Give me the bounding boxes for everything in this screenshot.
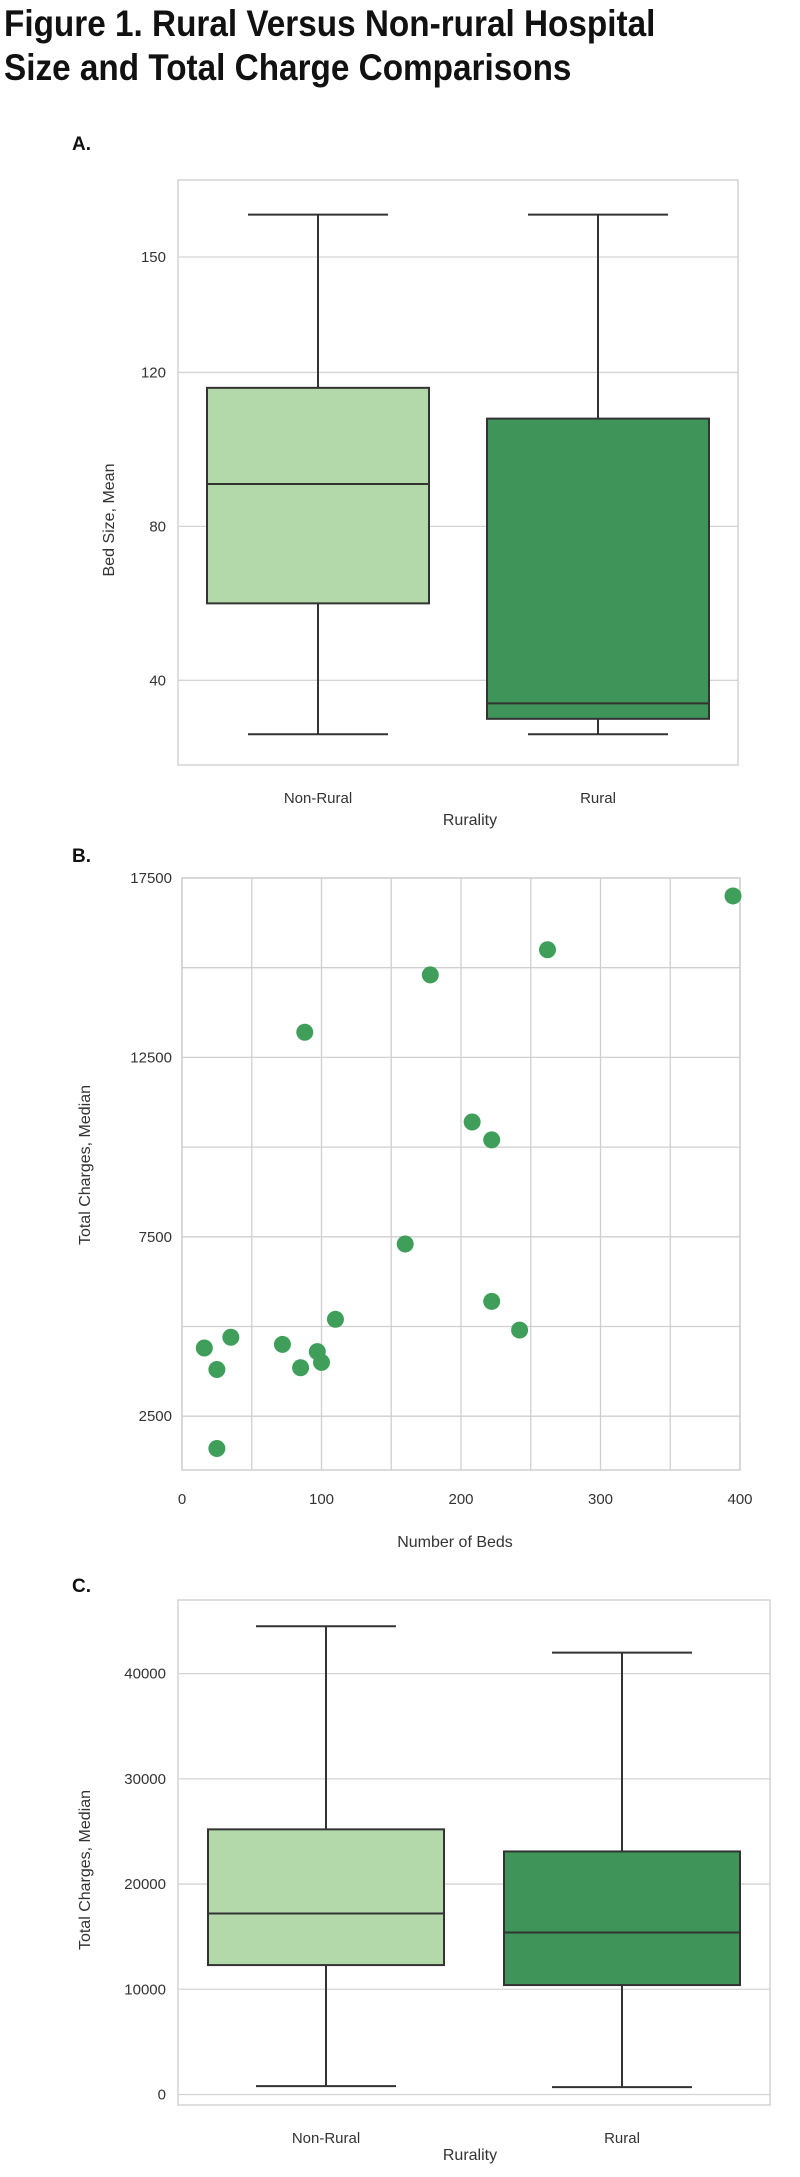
a-iqr-box xyxy=(486,417,710,720)
c-x-tick-rural: Rural xyxy=(604,2130,640,2147)
b-point-16 xyxy=(538,941,556,959)
a-x-tick-rural: Rural xyxy=(580,790,616,807)
chart-a-boxes xyxy=(206,213,710,736)
b-x-tick-200: 200 xyxy=(448,1491,473,1508)
b-y-tick-2500: 2500 xyxy=(139,1408,172,1425)
chart-c-panel-label: C. xyxy=(72,1576,91,1597)
c-iqr-box xyxy=(207,1828,445,1967)
a-box-rural xyxy=(486,213,710,736)
a-y-tick-40: 40 xyxy=(149,672,166,689)
chart-b-y-axis-title: Total Charges, Median xyxy=(77,1085,94,1245)
chart-b-y-ticks: 2500 7500 12500 17500 xyxy=(130,870,172,1425)
a-box-non-rural xyxy=(206,213,430,736)
b-point-4 xyxy=(273,1335,291,1353)
b-y-tick-17500: 17500 xyxy=(130,870,172,887)
b-y-tick-7500: 7500 xyxy=(139,1229,172,1246)
b-point-17 xyxy=(724,887,742,905)
b-point-14 xyxy=(483,1292,501,1310)
c-x-tick-non-rural: Non-Rural xyxy=(292,2130,360,2147)
chart-c-x-ticks: Non-Rural Rural xyxy=(292,2130,640,2147)
chart-b-x-ticks: 0 100 200 300 400 xyxy=(178,1491,753,1508)
chart-a-x-ticks: Non-Rural Rural xyxy=(284,790,616,807)
a-y-tick-80: 80 xyxy=(149,518,166,535)
chart-c-x-axis-title: Rurality xyxy=(443,2147,497,2164)
chart-b-points xyxy=(195,887,742,1457)
b-point-1 xyxy=(208,1361,226,1379)
b-point-12 xyxy=(463,1113,481,1131)
b-point-11 xyxy=(421,966,439,984)
c-y-tick-20000: 20000 xyxy=(124,1876,166,1893)
c-box-non-rural xyxy=(207,1625,445,2088)
c-plot-frame xyxy=(177,1599,771,2106)
b-x-tick-100: 100 xyxy=(309,1491,334,1508)
a-iqr-box xyxy=(206,386,430,605)
chart-c-y-ticks: 0 10000 20000 30000 40000 xyxy=(124,1666,166,2104)
b-x-tick-400: 400 xyxy=(727,1491,752,1508)
a-y-tick-150: 150 xyxy=(141,249,166,266)
chart-a-y-ticks: 40 80 120 150 xyxy=(141,249,166,689)
c-y-tick-10000: 10000 xyxy=(124,1981,166,1998)
a-plot-frame xyxy=(177,179,739,766)
b-point-5 xyxy=(292,1359,310,1377)
figure-title-line-1: Figure 1. Rural Versus Non-rural Hospita… xyxy=(4,3,656,44)
chart-b-beds-vs-charges-scatter: B. 2500 7500 12500 17500 0 100 200 300 400 Numb… xyxy=(72,846,753,1551)
b-point-0 xyxy=(195,1339,213,1357)
c-box-rural xyxy=(503,1651,741,2089)
b-x-tick-0: 0 xyxy=(178,1491,186,1508)
b-point-9 xyxy=(296,1023,314,1041)
chart-b-gridlines xyxy=(181,877,741,1471)
chart-a-bed-size-box-plot: A. 40 80 120 150 Non-Rural Rural Rurality Be… xyxy=(72,134,739,829)
chart-a-x-axis-title: Rurality xyxy=(443,812,497,829)
c-y-tick-0: 0 xyxy=(158,2086,166,2103)
b-point-3 xyxy=(208,1439,226,1457)
b-x-tick-300: 300 xyxy=(588,1491,613,1508)
b-y-tick-12500: 12500 xyxy=(130,1049,172,1066)
a-y-tick-120: 120 xyxy=(141,364,166,381)
c-y-tick-40000: 40000 xyxy=(124,1666,166,1683)
b-point-7 xyxy=(313,1353,330,1371)
chart-a-panel-label: A. xyxy=(72,134,91,155)
b-point-8 xyxy=(326,1310,344,1328)
chart-a-y-axis-title: Bed Size, Mean xyxy=(101,464,118,577)
figure-title-line-2: Size and Total Charge Comparisons xyxy=(4,47,572,88)
a-x-tick-non-rural: Non-Rural xyxy=(284,790,352,807)
b-point-10 xyxy=(396,1235,414,1253)
chart-b-x-axis-title: Number of Beds xyxy=(397,1534,513,1551)
chart-b-panel-label: B. xyxy=(72,846,91,867)
chart-c-y-axis-title: Total Charges, Median xyxy=(77,1790,94,1950)
b-point-15 xyxy=(511,1321,529,1339)
c-y-tick-30000: 30000 xyxy=(124,1771,166,1788)
chart-c-boxes xyxy=(207,1625,741,2089)
figure-title: Figure 1. Rural Versus Non-rural Hospita… xyxy=(4,2,715,90)
c-iqr-box xyxy=(503,1850,741,1987)
b-point-2 xyxy=(222,1328,240,1346)
b-point-13 xyxy=(483,1131,501,1149)
